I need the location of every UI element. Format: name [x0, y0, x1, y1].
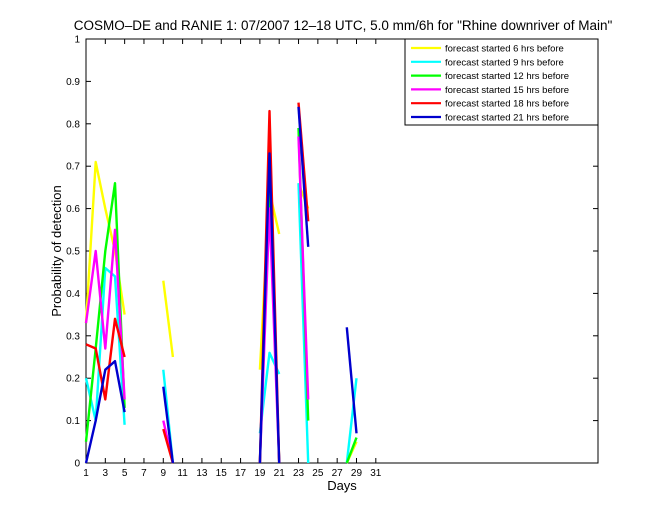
series-segment [297, 183, 310, 464]
y-tick-label: 0.9 [66, 77, 80, 88]
y-tick-label: 0 [74, 459, 80, 470]
chart-legend: forecast started 6 hrs before forecast st… [404, 38, 599, 126]
x-tick-label: 15 [216, 468, 228, 479]
series-segment [297, 136, 310, 400]
y-tick-label: 0.4 [66, 289, 80, 300]
x-tick-label: 9 [161, 468, 167, 479]
legend-box [404, 38, 599, 126]
x-tick-label: 29 [351, 468, 363, 479]
y-tick-label: 0.3 [66, 331, 80, 342]
x-tick-label: 1 [83, 468, 89, 479]
x-tick-label: 7 [141, 468, 147, 479]
legend-label: forecast started 15 hrs before [445, 85, 569, 96]
y-tick-label: 0.1 [66, 416, 80, 427]
series-segment [345, 378, 358, 464]
legend-label: forecast started 9 hrs before [445, 57, 564, 68]
series-segment [162, 280, 175, 358]
legend-label: forecast started 6 hrs before [445, 44, 564, 55]
x-tick-label: 23 [293, 468, 305, 479]
x-tick-label: 13 [196, 468, 208, 479]
y-tick-labels: 0 0.1 0.2 0.3 0.4 0.5 0.6 0.7 0.8 0.9 1 [66, 35, 80, 470]
y-tick-label: 0.6 [66, 204, 80, 215]
legend-label: forecast started 18 hrs before [445, 99, 569, 110]
y-tick-label: 1 [74, 35, 80, 46]
series-segment [84, 228, 126, 400]
chart-title: COSMO–DE and RANIE 1: 07/2007 12–18 UTC,… [74, 18, 613, 33]
x-tick-label: 11 [177, 468, 188, 479]
x-tick-label: 17 [235, 468, 247, 479]
x-tick-label: 25 [312, 468, 324, 479]
series-lines [84, 102, 358, 464]
legend-label: forecast started 12 hrs before [445, 71, 569, 82]
x-axis-label: Days [327, 478, 357, 493]
x-tick-label: 3 [103, 468, 109, 479]
x-tick-labels: 1 3 5 7 9 11 13 15 17 19 21 23 25 27 29 31 [83, 468, 382, 479]
series-segment [84, 266, 126, 425]
x-tick-label: 5 [122, 468, 128, 479]
series-segment [162, 386, 175, 464]
y-axis-label: Probability of detection [49, 185, 64, 317]
legend-label: forecast started 21 hrs before [445, 113, 569, 124]
x-tick-label: 19 [254, 468, 266, 479]
series-segment [258, 152, 281, 464]
x-tick-label: 21 [274, 468, 286, 479]
y-tick-label: 0.7 [66, 162, 80, 173]
series-segment [345, 327, 358, 434]
y-tick-label: 0.2 [66, 374, 80, 385]
series-segment [84, 360, 126, 464]
series-line [84, 106, 358, 464]
series-segment [297, 106, 310, 247]
series-segment [84, 181, 126, 442]
series-segment [85, 317, 126, 401]
series-segment [345, 437, 358, 464]
y-tick-label: 0.5 [66, 247, 80, 258]
x-tick-label: 27 [332, 468, 344, 479]
y-tick-label: 0.8 [66, 119, 80, 130]
x-tick-label: 31 [370, 468, 382, 479]
